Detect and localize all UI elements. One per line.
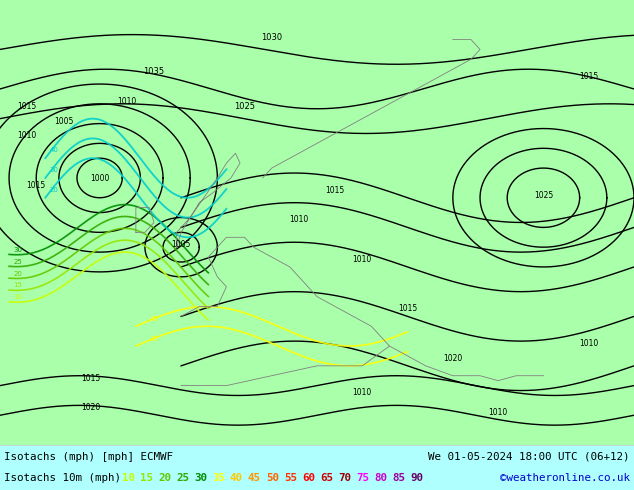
Text: 1005: 1005 [171, 240, 191, 249]
Text: 70: 70 [338, 473, 351, 483]
Text: 1010: 1010 [579, 339, 598, 348]
Text: 45: 45 [248, 473, 261, 483]
Text: We 01-05-2024 18:00 UTC (06+12): We 01-05-2024 18:00 UTC (06+12) [429, 452, 630, 462]
Text: 1025: 1025 [534, 191, 553, 200]
Text: 1010: 1010 [489, 408, 508, 417]
Text: 1015: 1015 [579, 72, 598, 81]
Text: 10: 10 [13, 294, 23, 300]
Text: 20: 20 [50, 187, 59, 193]
Text: 90: 90 [410, 473, 423, 483]
Text: 50: 50 [266, 473, 279, 483]
Text: 1010: 1010 [353, 389, 372, 397]
Text: Isotachs (mph) [mph] ECMWF: Isotachs (mph) [mph] ECMWF [4, 452, 173, 462]
Text: 1020: 1020 [443, 354, 462, 363]
Text: 35: 35 [150, 336, 158, 342]
Text: 65: 65 [320, 473, 333, 483]
Text: ©weatheronline.co.uk: ©weatheronline.co.uk [500, 473, 630, 483]
Text: 35: 35 [212, 473, 225, 483]
FancyBboxPatch shape [0, 0, 634, 445]
Text: 15: 15 [140, 473, 153, 483]
Text: Isotachs 10m (mph): Isotachs 10m (mph) [4, 473, 121, 483]
Text: 1015: 1015 [398, 304, 417, 314]
Text: 1035: 1035 [143, 67, 165, 76]
Text: 1015: 1015 [325, 186, 345, 195]
Text: 1015: 1015 [27, 181, 46, 190]
Text: 80: 80 [374, 473, 387, 483]
Text: 25: 25 [176, 473, 189, 483]
Text: 30: 30 [194, 473, 207, 483]
Text: 1025: 1025 [234, 102, 255, 111]
Text: 1005: 1005 [54, 117, 73, 125]
Text: 1010: 1010 [353, 255, 372, 264]
Text: 1015: 1015 [81, 374, 100, 383]
Text: 1010: 1010 [289, 216, 309, 224]
Text: 85: 85 [392, 473, 405, 483]
Text: 10: 10 [122, 473, 135, 483]
Text: 40: 40 [50, 147, 59, 153]
Text: 75: 75 [356, 473, 369, 483]
Text: 40: 40 [230, 473, 243, 483]
Text: 25: 25 [14, 259, 22, 265]
Text: 1010: 1010 [18, 131, 37, 141]
Text: 20: 20 [14, 270, 23, 276]
Text: 30: 30 [50, 167, 59, 173]
Text: 1010: 1010 [117, 97, 136, 106]
Text: 45: 45 [150, 317, 158, 322]
Text: 1000: 1000 [90, 174, 109, 183]
Text: 55: 55 [284, 473, 297, 483]
Text: 60: 60 [302, 473, 315, 483]
Text: 1020: 1020 [81, 403, 100, 412]
Text: 20: 20 [158, 473, 171, 483]
Text: 1030: 1030 [261, 32, 282, 42]
Text: 30: 30 [13, 247, 23, 253]
Text: 15: 15 [14, 282, 23, 289]
Text: 1015: 1015 [18, 102, 37, 111]
